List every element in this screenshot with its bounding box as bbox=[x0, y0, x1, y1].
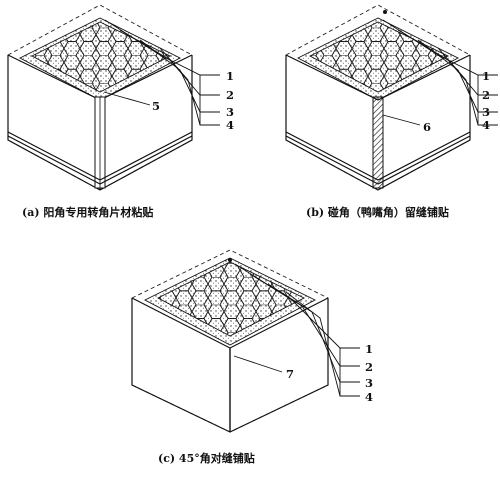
caption-c: (c) 45°角对缝铺贴 bbox=[158, 451, 255, 465]
figure-b: 1 2 3 4 6 (b) 碰角（鸭嘴角）留缝铺贴 bbox=[285, 4, 498, 219]
figure-a: 1 2 3 4 5 (a) 阳角专用转角片材粘贴 bbox=[7, 4, 234, 219]
label-c-3: 3 bbox=[365, 376, 373, 390]
label-b-3: 3 bbox=[482, 105, 490, 119]
label-a-3: 3 bbox=[226, 105, 234, 119]
label-b-4: 4 bbox=[482, 118, 490, 132]
label-c-corner: 7 bbox=[286, 367, 294, 381]
caption-b: (b) 碰角（鸭嘴角）留缝铺贴 bbox=[306, 205, 449, 219]
label-c-1: 1 bbox=[365, 342, 373, 356]
label-b-corner: 6 bbox=[423, 120, 431, 134]
label-a-1: 1 bbox=[226, 69, 234, 83]
label-b-2: 2 bbox=[482, 88, 490, 102]
caption-a: (a) 阳角专用转角片材粘贴 bbox=[22, 205, 153, 219]
label-b-1: 1 bbox=[482, 69, 490, 83]
label-c-2: 2 bbox=[365, 360, 373, 374]
label-a-2: 2 bbox=[226, 88, 234, 102]
label-c-4: 4 bbox=[365, 390, 373, 404]
figure-c: 1 2 3 4 7 (c) 45°角对缝铺贴 bbox=[131, 249, 373, 465]
label-a-corner: 5 bbox=[152, 99, 160, 113]
label-a-4: 4 bbox=[226, 118, 234, 132]
